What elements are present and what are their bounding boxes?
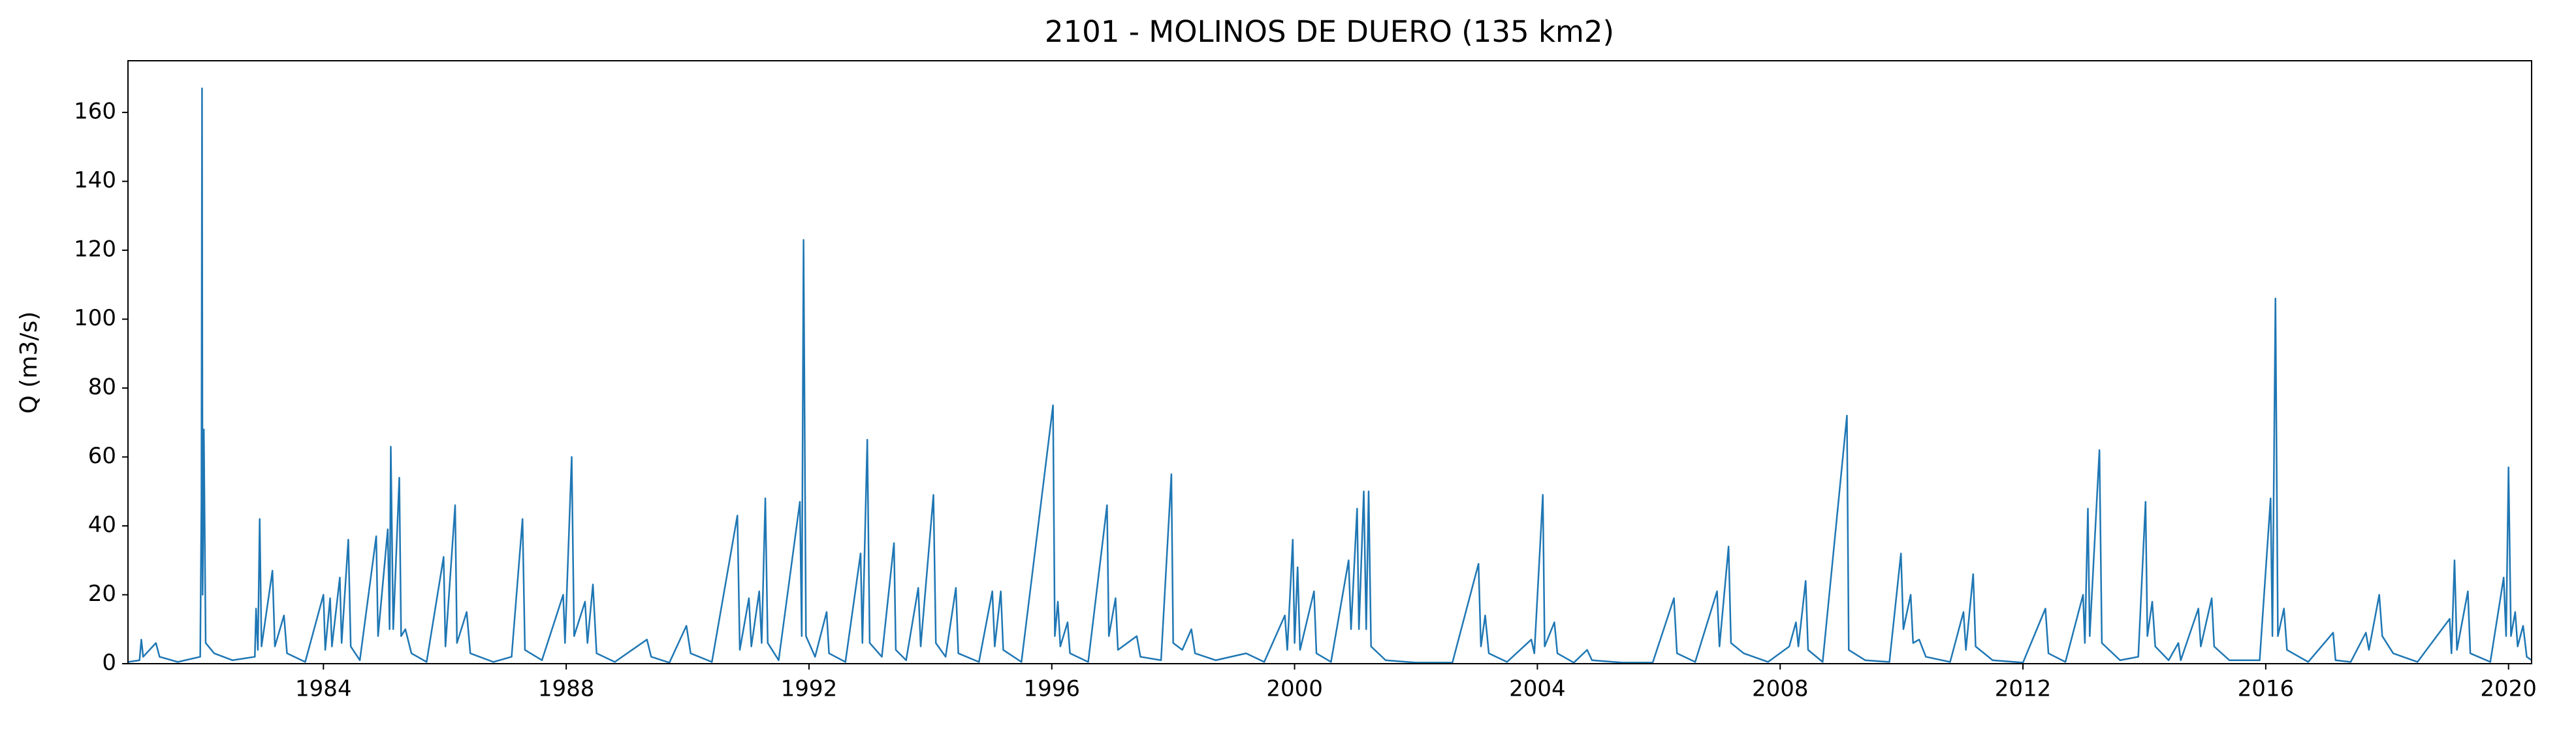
y-tick-label: 140: [74, 167, 116, 193]
y-tick-label: 0: [102, 650, 116, 676]
x-tick-label: 2012: [1995, 676, 2052, 702]
plot-frame: [127, 60, 2532, 664]
y-tick-label: 80: [88, 374, 116, 400]
y-axis-label: Q (m3/s): [16, 312, 42, 414]
x-tick-label: 1988: [538, 676, 595, 702]
x-tick-label: 2008: [1752, 676, 1809, 702]
y-tick-label: 100: [74, 305, 116, 331]
x-tick-label: 2016: [2238, 676, 2295, 702]
x-tick-label: 2020: [2480, 676, 2537, 702]
y-tick-label: 60: [88, 443, 116, 469]
y-tick-label: 20: [88, 581, 116, 607]
y-tick-label: 120: [74, 236, 116, 263]
x-tick-label: 1984: [295, 676, 352, 702]
flow-line: [128, 87, 2532, 664]
x-tick-label: 2000: [1266, 676, 1323, 702]
x-tick-label: 1996: [1024, 676, 1081, 702]
x-tick-label: 2004: [1509, 676, 1566, 702]
x-tick-label: 1992: [781, 676, 838, 702]
y-tick-label: 160: [74, 99, 116, 125]
y-tick-label: 40: [88, 512, 116, 538]
chart-title: 2101 - MOLINOS DE DUERO (135 km2): [1045, 14, 1614, 49]
